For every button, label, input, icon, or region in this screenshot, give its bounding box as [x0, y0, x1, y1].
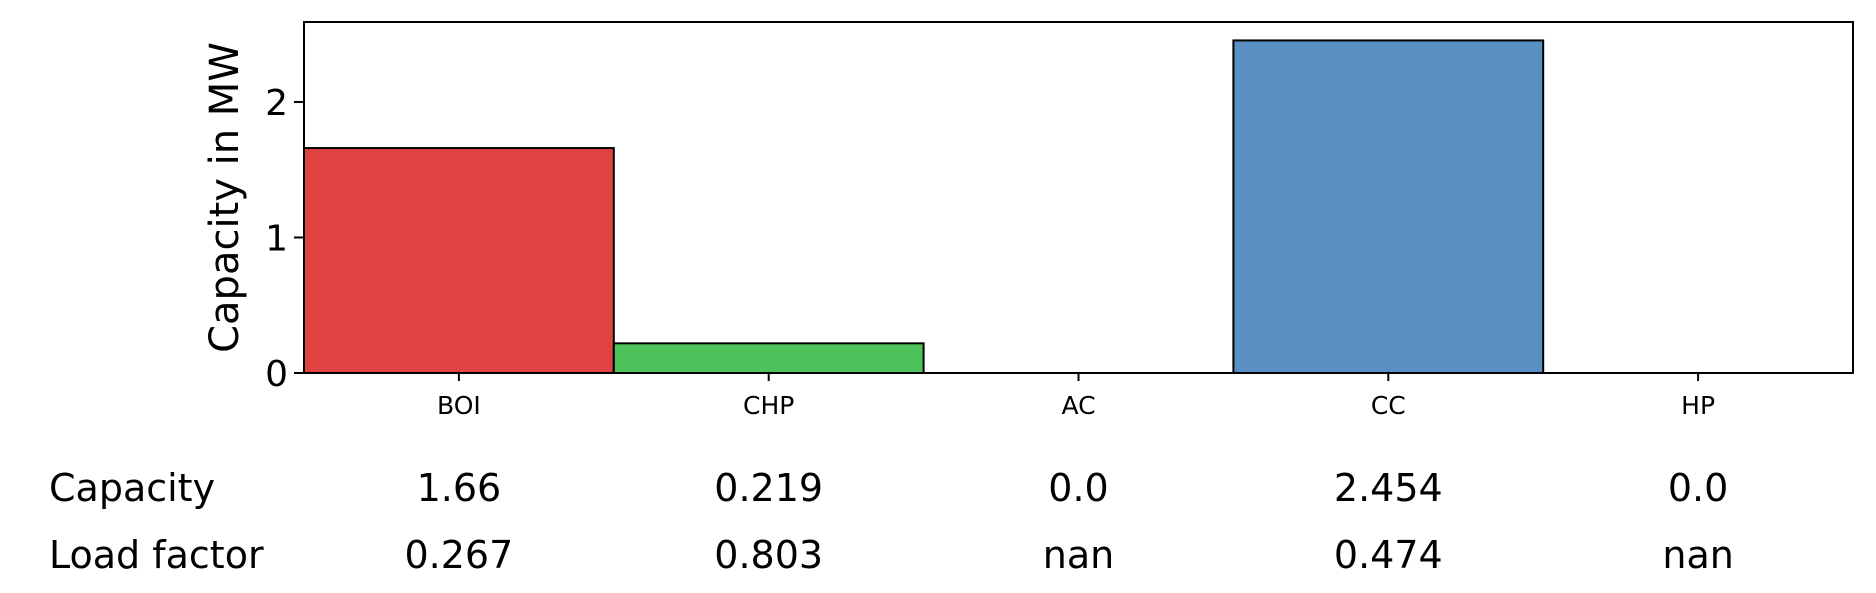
table-cell: nan [1042, 533, 1115, 577]
table-cell: 0.0 [1048, 466, 1109, 510]
table-cell: 0.0 [1667, 466, 1729, 510]
y-axis-label: Capacity in MW [202, 42, 248, 353]
table-cell: nan [1662, 533, 1734, 577]
x-tick-label: BOI [437, 391, 481, 420]
table-cell: 0.803 [714, 533, 824, 577]
bar-cc [1232, 39, 1545, 375]
table-row-label: Capacity [49, 466, 216, 510]
x-tick-label: HP [1681, 391, 1715, 420]
y-tick-label: 0 [265, 354, 288, 395]
bar-boi [303, 147, 615, 374]
x-tick-label: CC [1371, 391, 1406, 420]
table-cell: 0.267 [404, 533, 514, 577]
y-tick-label: 2 [265, 83, 288, 124]
table-cell: 0.219 [714, 466, 824, 510]
table-cell: 1.66 [416, 466, 502, 510]
x-tick-label: AC [1061, 391, 1095, 420]
bar-chp [612, 342, 925, 375]
y-tick-label: 1 [265, 218, 288, 259]
x-tick-label: CHP [743, 391, 794, 420]
table-cell: 2.454 [1333, 466, 1443, 510]
table-cell: 0.474 [1333, 533, 1443, 577]
table-row-label: Load factor [49, 533, 264, 577]
